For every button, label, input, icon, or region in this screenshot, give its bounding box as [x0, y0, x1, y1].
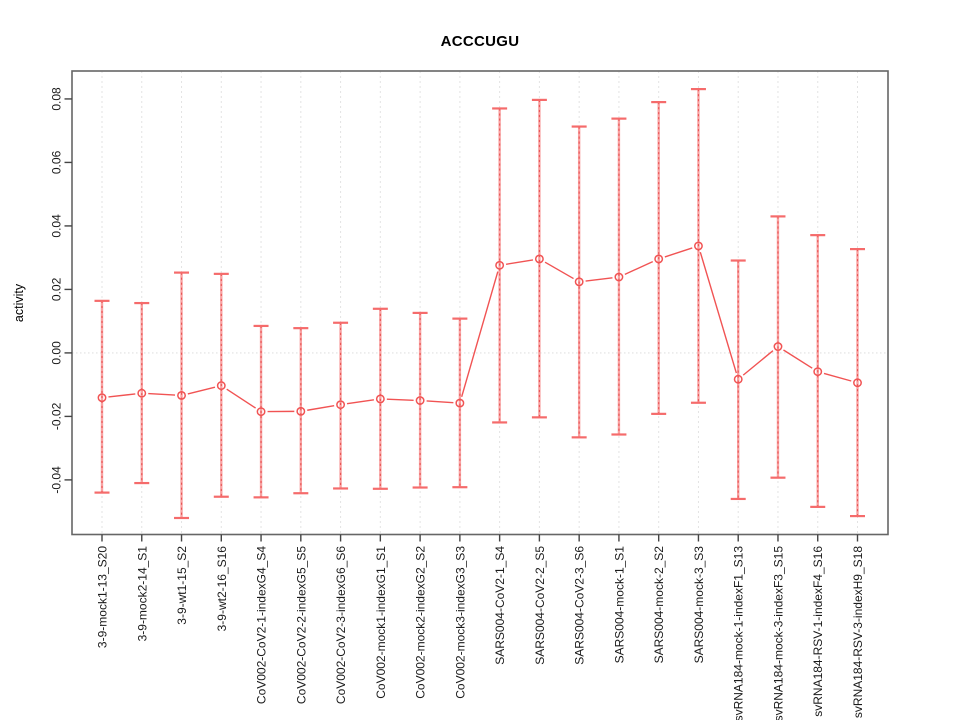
- x-tick-label: SARS004-mock-3_S3: [692, 546, 706, 664]
- data-point: [614, 272, 624, 282]
- error-bar: [770, 215, 786, 479]
- series-line-segment: [664, 247, 693, 258]
- error-bar: [333, 321, 349, 490]
- error-bar: [134, 301, 150, 485]
- x-tick-label: CoV002-CoV2-3-indexG6_S6: [334, 546, 348, 704]
- error-bar: [850, 247, 865, 518]
- error-bar: [452, 317, 468, 489]
- data-point: [137, 388, 147, 398]
- series-line-segment: [544, 261, 574, 280]
- x-tick-label: CoV002-CoV2-1-indexG4_S4: [255, 546, 269, 704]
- series-line-segment: [742, 350, 774, 376]
- y-tick-label: 0.04: [50, 214, 64, 238]
- x-tick-label: 3-9-mock2-14_S1: [135, 546, 149, 642]
- error-bar: [611, 117, 627, 436]
- y-tick-label: -0.04: [50, 466, 64, 494]
- series-line-segment: [585, 277, 613, 282]
- series-line-segment: [346, 399, 375, 405]
- series-line-segment: [624, 260, 654, 275]
- data-point: [336, 400, 346, 410]
- series-line-segment: [460, 271, 499, 398]
- series-line-segment: [505, 259, 534, 265]
- series-line-segment: [148, 392, 176, 396]
- series-line-segment: [426, 400, 454, 404]
- chart-title: ACCCUGU: [440, 33, 520, 50]
- error-bar: [810, 234, 826, 508]
- series-line-segment: [187, 386, 216, 395]
- data-point: [97, 393, 107, 403]
- x-tick-label: 3-9-mock1-13_S20: [96, 546, 110, 648]
- x-tick-label: CoV002-mock2-indexG2_S2: [414, 546, 428, 699]
- error-bar: [174, 271, 190, 520]
- x-tick-label: svRNA184-mock-1-indexF1_S13: [732, 546, 746, 720]
- y-tick-label: 0.06: [50, 150, 64, 174]
- y-tick-label: 0.08: [50, 87, 64, 111]
- y-axis: -0.04 -0.02 0.00 0.02 0.04 0.06 0.08: [50, 87, 72, 494]
- x-tick-label: svRNA184-mock-3-indexF3_S15: [771, 546, 785, 720]
- x-tick-label: CoV002-mock3-indexG3_S3: [453, 546, 467, 699]
- error-bars: [94, 87, 865, 520]
- error-bar: [571, 125, 587, 439]
- x-tick-label: SARS004-CoV2-1_S4: [493, 546, 507, 665]
- data-point: [216, 381, 226, 391]
- data-point: [654, 254, 664, 264]
- plot-box: [71, 70, 889, 536]
- series-line-segment: [386, 398, 414, 401]
- x-tick-label: 3-9-wt1-15_S2: [175, 546, 189, 625]
- data-point: [773, 342, 783, 352]
- data-point: [574, 277, 584, 287]
- x-tick-label: svRNA184-RSV-1-indexF4_S16: [811, 546, 825, 717]
- error-bar: [372, 307, 388, 490]
- error-bar: [213, 272, 229, 498]
- x-tick-label: SARS004-CoV2-3_S6: [573, 546, 587, 665]
- error-bar: [94, 299, 110, 494]
- series-line-segment: [108, 393, 136, 398]
- data-point: [693, 241, 703, 251]
- x-tick-label: 3-9-wt2-16_S16: [215, 546, 229, 632]
- x-tick-label: SARS004-mock-2_S2: [652, 546, 666, 664]
- series-line-segment: [226, 388, 256, 409]
- data-point: [813, 367, 823, 377]
- x-tick-label: CoV002-CoV2-2-indexG5_S5: [294, 546, 308, 704]
- series-line-segment: [783, 349, 813, 369]
- data-point: [256, 407, 266, 417]
- x-tick-label: CoV002-mock1-indexG1_S1: [374, 546, 388, 699]
- gridlines: [101, 71, 858, 535]
- data-point: [296, 406, 306, 416]
- error-bar: [531, 98, 547, 419]
- x-axis: 3-9-mock1-13_S20 3-9-mock2-14_S1 3-9-wt1-1…: [96, 534, 865, 720]
- x-tick-label: SARS004-mock-1_S1: [612, 546, 626, 664]
- error-bar: [412, 311, 428, 489]
- y-tick-label: 0.02: [50, 277, 64, 301]
- x-tick-label: SARS004-CoV2-2_S5: [533, 546, 547, 665]
- data-point: [495, 260, 505, 270]
- data-point: [534, 254, 544, 264]
- data-point: [733, 374, 743, 384]
- error-bar: [730, 259, 746, 501]
- error-bar: [492, 107, 508, 424]
- error-bar: [293, 327, 309, 495]
- data-point: [415, 396, 425, 405]
- error-bar: [690, 87, 706, 404]
- data-point: [375, 394, 385, 404]
- series-line-segment: [699, 251, 738, 374]
- error-bar: [651, 101, 667, 415]
- data-point: [177, 391, 186, 400]
- series-line: [108, 247, 852, 413]
- data-points: [97, 241, 862, 417]
- data-point: [853, 378, 862, 388]
- y-tick-label: 0.00: [50, 341, 64, 365]
- error-bar: [253, 324, 269, 499]
- data-point: [455, 398, 465, 408]
- series-line-segment: [823, 372, 852, 382]
- x-tick-label: svRNA184-RSV-3-indexH9_S18: [851, 546, 865, 718]
- y-tick-label: -0.02: [50, 402, 64, 430]
- series-line-segment: [307, 405, 335, 411]
